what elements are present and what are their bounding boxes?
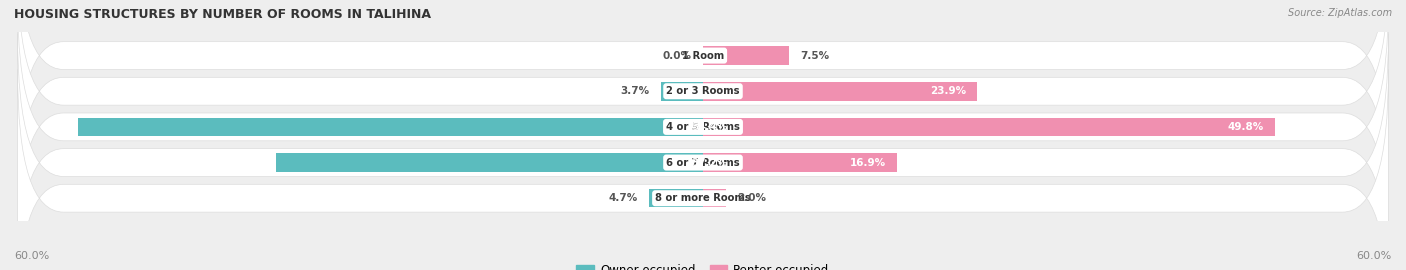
FancyBboxPatch shape xyxy=(17,69,1389,270)
Text: 60.0%: 60.0% xyxy=(14,251,49,261)
Bar xyxy=(703,46,789,65)
Text: 37.2%: 37.2% xyxy=(692,158,728,168)
Text: 23.9%: 23.9% xyxy=(929,86,966,96)
Bar xyxy=(661,82,703,100)
FancyBboxPatch shape xyxy=(17,0,1389,220)
Text: 4 or 5 Rooms: 4 or 5 Rooms xyxy=(666,122,740,132)
Bar xyxy=(703,189,725,207)
Text: 3.7%: 3.7% xyxy=(620,86,650,96)
Text: 54.4%: 54.4% xyxy=(692,122,728,132)
FancyBboxPatch shape xyxy=(17,34,1389,270)
Bar xyxy=(79,118,703,136)
FancyBboxPatch shape xyxy=(17,0,1389,184)
Text: 2.0%: 2.0% xyxy=(738,193,766,203)
Legend: Owner-occupied, Renter-occupied: Owner-occupied, Renter-occupied xyxy=(572,259,834,270)
Text: 60.0%: 60.0% xyxy=(1357,251,1392,261)
Text: 7.5%: 7.5% xyxy=(800,50,830,60)
Bar xyxy=(276,153,703,172)
Text: 16.9%: 16.9% xyxy=(849,158,886,168)
Bar xyxy=(650,189,703,207)
FancyBboxPatch shape xyxy=(17,0,1389,256)
Text: 49.8%: 49.8% xyxy=(1227,122,1264,132)
Text: 0.0%: 0.0% xyxy=(662,50,692,60)
Text: Source: ZipAtlas.com: Source: ZipAtlas.com xyxy=(1288,8,1392,18)
Text: 1 Room: 1 Room xyxy=(682,50,724,60)
Bar xyxy=(703,82,977,100)
Bar xyxy=(703,153,897,172)
Text: 4.7%: 4.7% xyxy=(609,193,637,203)
Text: HOUSING STRUCTURES BY NUMBER OF ROOMS IN TALIHINA: HOUSING STRUCTURES BY NUMBER OF ROOMS IN… xyxy=(14,8,432,21)
Bar xyxy=(703,118,1275,136)
Text: 6 or 7 Rooms: 6 or 7 Rooms xyxy=(666,158,740,168)
Text: 2 or 3 Rooms: 2 or 3 Rooms xyxy=(666,86,740,96)
Text: 8 or more Rooms: 8 or more Rooms xyxy=(655,193,751,203)
